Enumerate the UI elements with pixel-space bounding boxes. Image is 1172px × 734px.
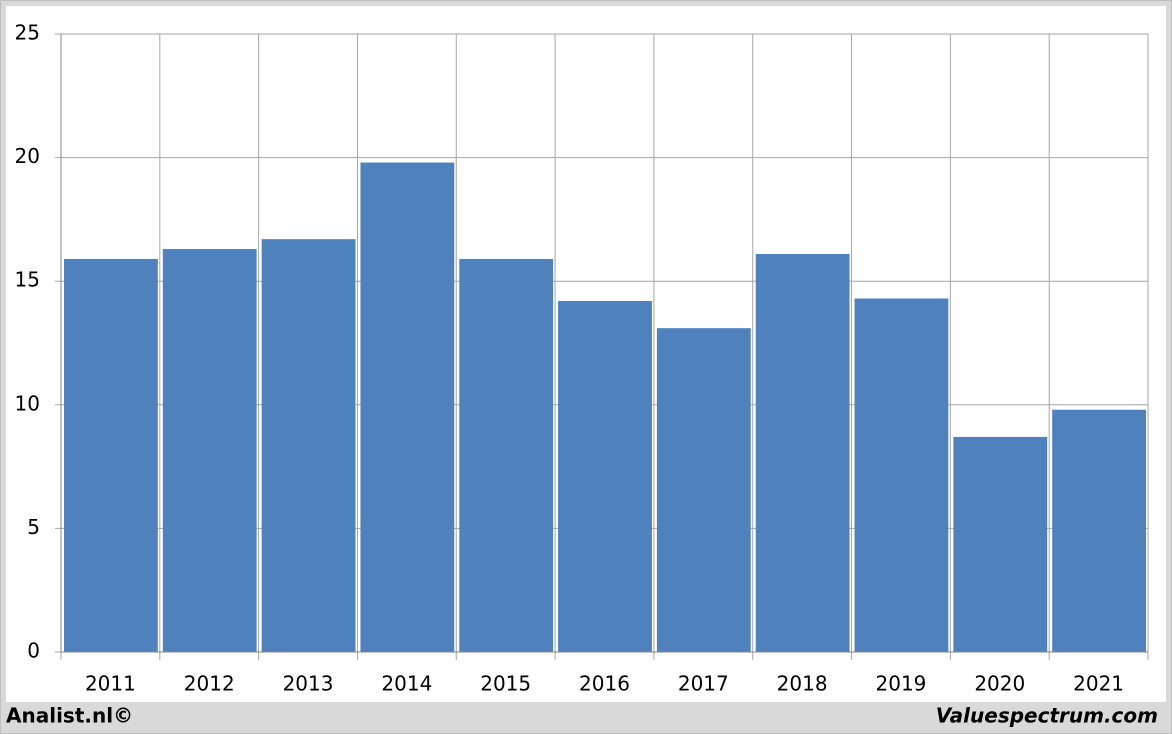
- footer-right: Valuespectrum.com: [936, 704, 1158, 728]
- bar: [162, 249, 257, 652]
- bar: [360, 162, 455, 652]
- x-tick-label: 2011: [85, 672, 136, 696]
- x-tick-label: 2017: [678, 672, 729, 696]
- bar: [558, 300, 652, 652]
- x-tick-label: 2012: [184, 672, 235, 696]
- bar: [854, 298, 949, 652]
- x-tick-label: 2021: [1073, 672, 1124, 696]
- bar: [953, 436, 1048, 652]
- bar: [261, 239, 356, 652]
- bar: [1052, 409, 1146, 652]
- x-tick-label: 2014: [381, 672, 432, 696]
- y-tick-label: 25: [15, 21, 40, 45]
- x-tick-label: 2018: [777, 672, 828, 696]
- x-tick-label: 2016: [579, 672, 630, 696]
- x-tick-label: 2019: [876, 672, 927, 696]
- x-tick-label: 2020: [974, 672, 1025, 696]
- y-tick-label: 15: [15, 268, 40, 292]
- y-tick-label: 0: [27, 639, 40, 663]
- bar: [64, 258, 158, 652]
- x-tick-label: 2013: [283, 672, 334, 696]
- y-tick-label: 20: [15, 144, 40, 168]
- bar: [656, 328, 751, 652]
- bar: [755, 254, 850, 652]
- bar: [459, 258, 554, 652]
- x-tick-label: 2015: [480, 672, 531, 696]
- y-tick-label: 5: [27, 515, 40, 539]
- footer-left: Analist.nl©: [6, 704, 133, 728]
- y-tick-label: 10: [15, 391, 40, 415]
